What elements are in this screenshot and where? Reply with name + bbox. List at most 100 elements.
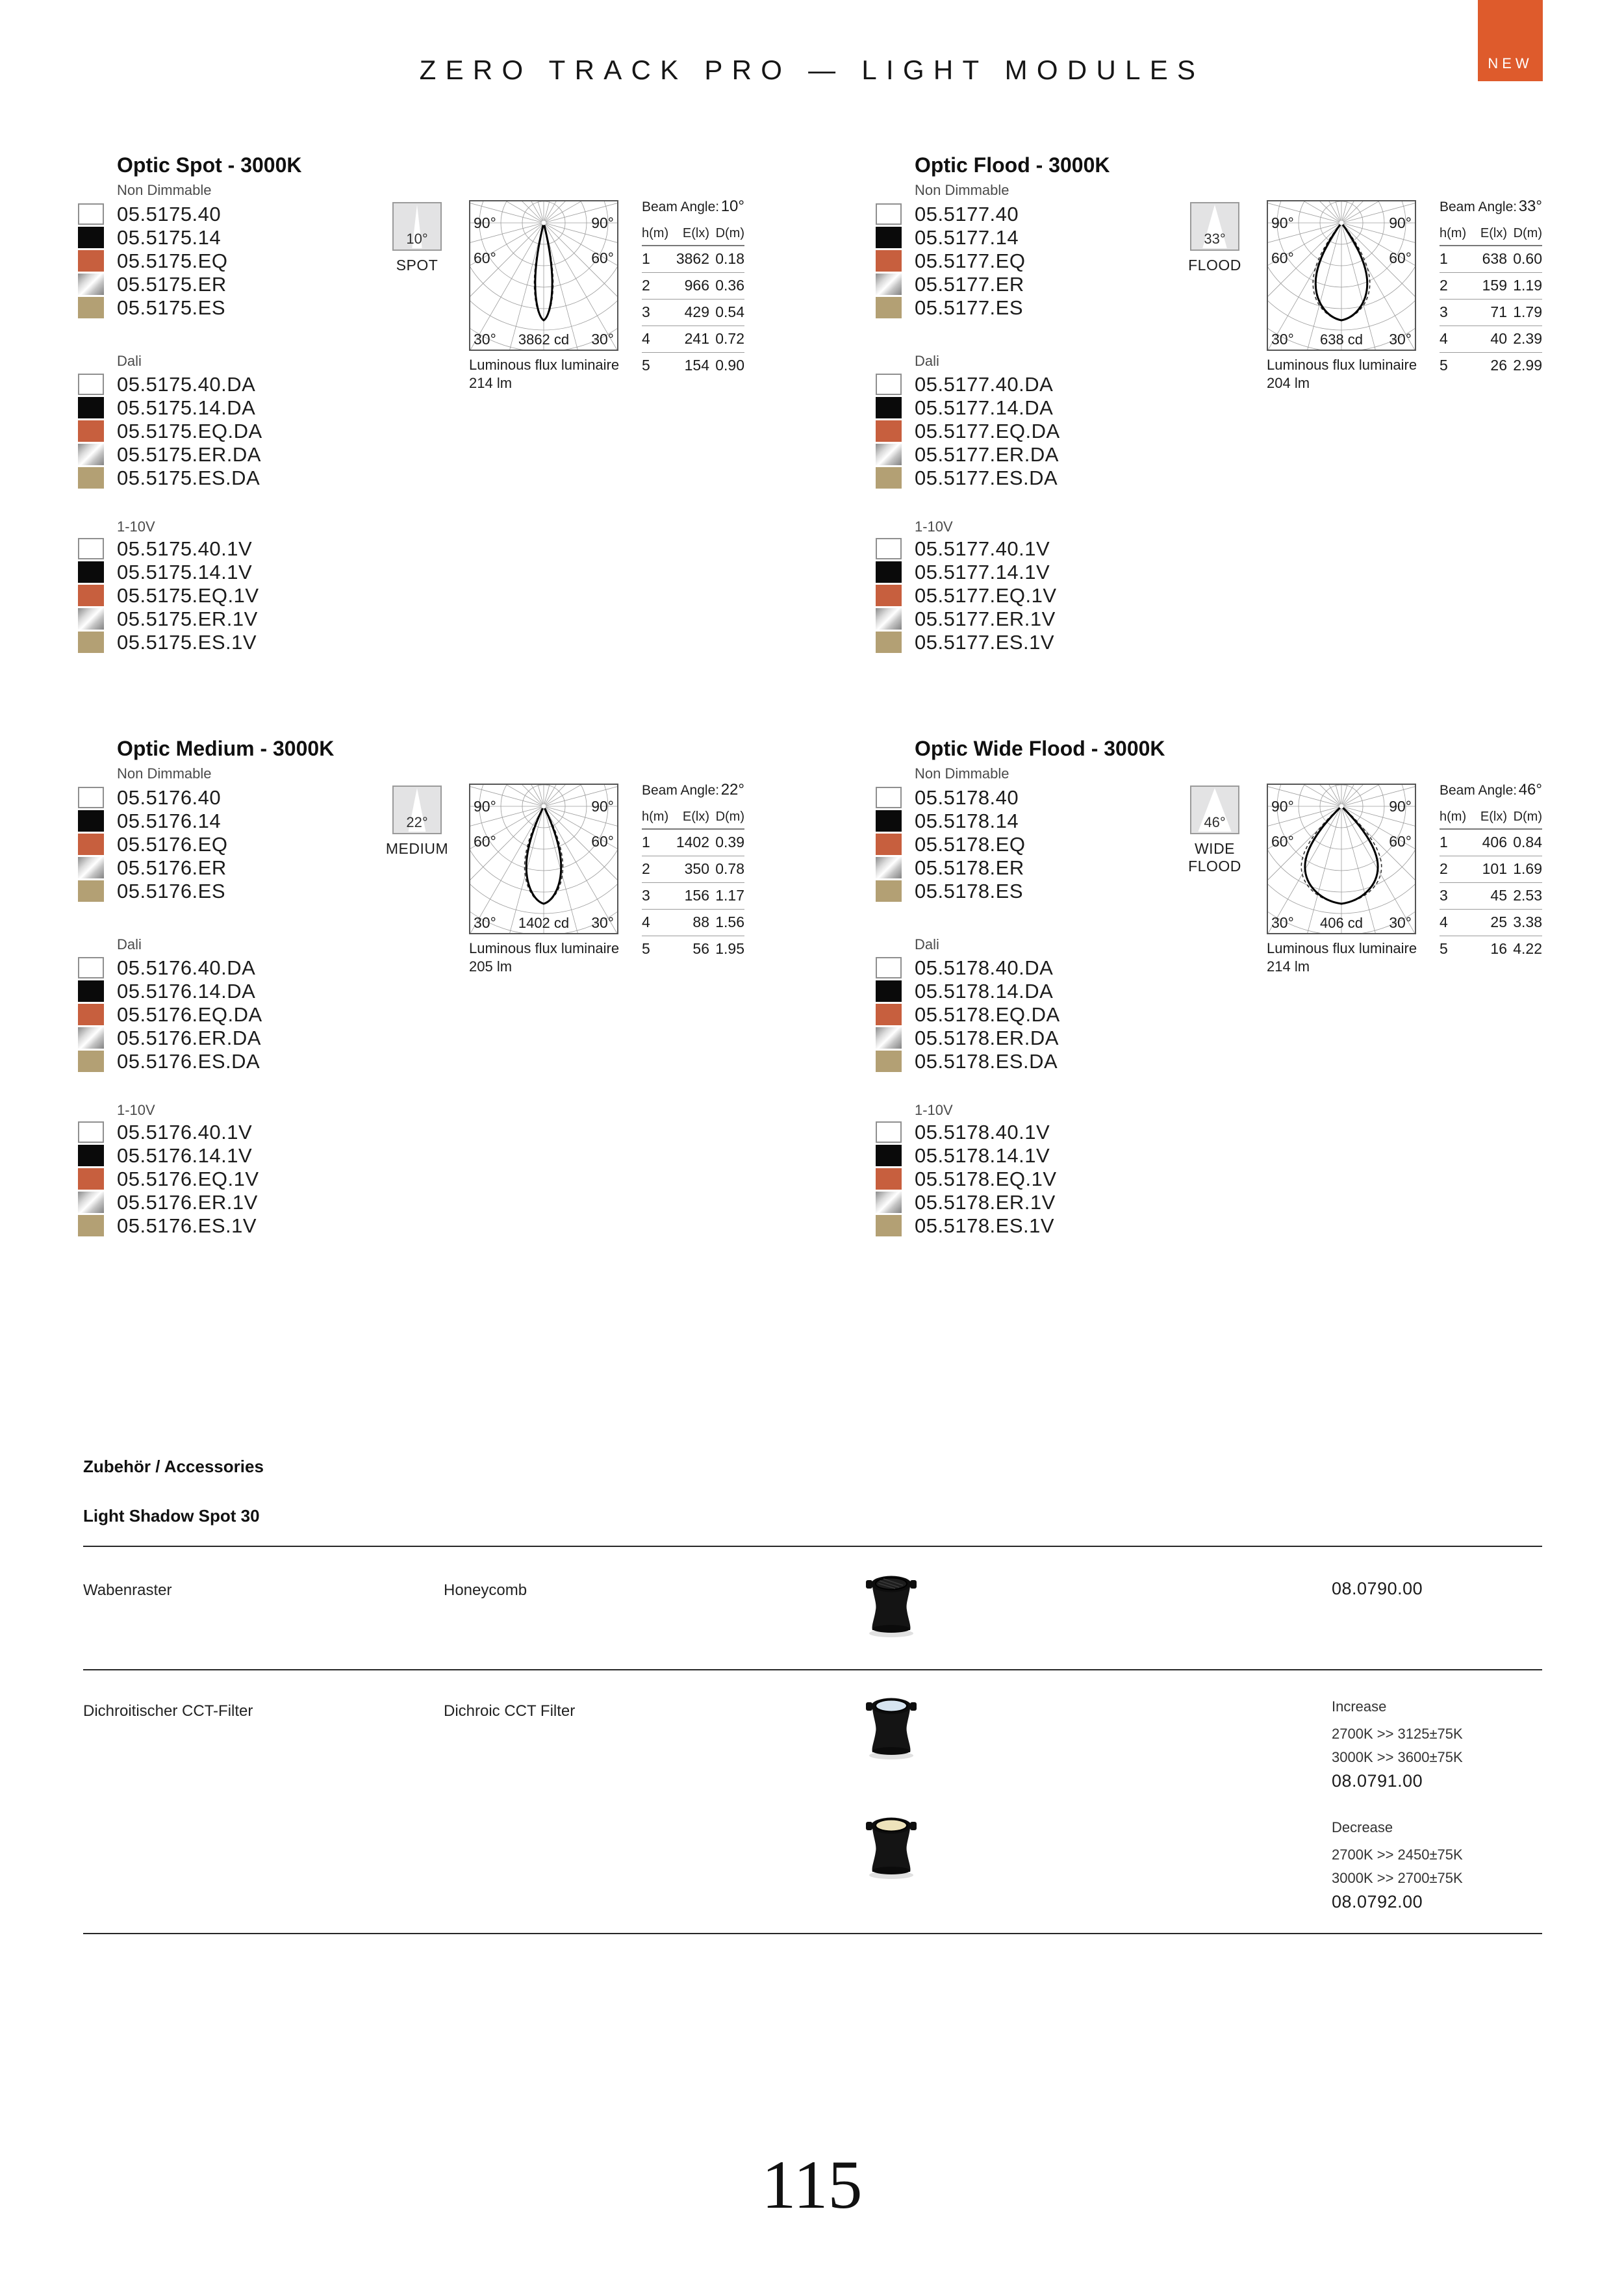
- table-row: 5 16 4.22: [1440, 936, 1542, 962]
- product-code-row: 05.5176.EQ.DA: [78, 1004, 262, 1025]
- product-code: 05.5178.40.1V: [915, 1121, 1050, 1143]
- beam-icon-label: SPOT: [396, 257, 438, 274]
- diagram-border: [469, 784, 618, 934]
- product-code-row: 05.5175.14: [78, 227, 221, 248]
- diagram-angle-label: 90°: [474, 214, 496, 231]
- table-cell: 3: [642, 303, 650, 320]
- table-cell: 0.18: [715, 250, 744, 267]
- beam-icon: 22° MEDIUM: [386, 786, 448, 857]
- table-cell: 1: [642, 834, 650, 850]
- product-code-row: 05.5177.ER.1V: [876, 608, 1056, 630]
- finish-swatch-white: [78, 1121, 104, 1143]
- product-code-row: 05.5177.EQ: [876, 250, 1025, 272]
- product-code: 05.5177.EQ: [915, 249, 1026, 272]
- product-code-row: 05.5177.ES: [876, 297, 1023, 318]
- beam-cone-icon: [1198, 788, 1232, 832]
- table-cell: 45: [1490, 887, 1507, 904]
- product-code: 05.5176.EQ: [117, 833, 228, 856]
- table-row: 4 40 2.39: [1440, 326, 1542, 353]
- product-code: 05.5177.14: [915, 226, 1019, 249]
- table-cell: 2.99: [1513, 357, 1542, 374]
- photo-base: [872, 1747, 910, 1755]
- table-header-row: h(m) E(lx) D(m): [1440, 226, 1542, 246]
- product-code: 05.5178.ER.1V: [915, 1191, 1056, 1214]
- product-code-row: 05.5177.ES.1V: [876, 632, 1054, 653]
- product-code: 05.5176.40.DA: [117, 956, 256, 979]
- beam-angle-value: 22°: [720, 781, 744, 798]
- table-row: 3 156 1.17: [642, 883, 744, 910]
- product-code: 05.5176.14: [117, 810, 222, 832]
- page-number: 115: [761, 2147, 863, 2223]
- accessory-photo-cct-decrease: [861, 1813, 921, 1884]
- section-title: Optic Medium - 3000K: [117, 737, 335, 760]
- finish-swatch-white: [876, 957, 902, 978]
- product-code-row: 05.5177.EQ.1V: [876, 585, 1057, 606]
- product-code-row: 05.5178.ES.DA: [876, 1051, 1058, 1072]
- diagram-angle-label: 90°: [1271, 214, 1294, 231]
- cct-line: 3000K >> 3600±75K: [1332, 1749, 1463, 1765]
- finish-swatch-orange: [876, 1168, 902, 1190]
- dim-group-label: 1-10V: [915, 518, 953, 535]
- diagram-border: [1267, 200, 1416, 351]
- beam-angle-label: Beam Angle:: [1440, 783, 1517, 798]
- product-code-row: 05.5175.40.1V: [78, 538, 252, 559]
- finish-swatch-chrome: [78, 274, 104, 295]
- product-code: 05.5178.14.1V: [915, 1144, 1050, 1167]
- product-code-row: 05.5177.14: [876, 227, 1019, 248]
- table-cell: 1402: [676, 834, 709, 850]
- finish-swatch-chrome: [876, 608, 902, 630]
- product-code-row: 05.5176.14: [78, 810, 221, 832]
- finish-swatch-white: [876, 203, 902, 225]
- table-cell: 2: [1440, 860, 1448, 877]
- dim-group-label: 1-10V: [117, 1102, 155, 1118]
- finish-swatch-gold: [876, 467, 902, 489]
- finish-swatch-black: [876, 810, 902, 832]
- diagram-angle-label: 60°: [591, 833, 614, 850]
- photo-lens: [875, 1577, 907, 1591]
- table-header-row: h(m) E(lx) D(m): [642, 810, 744, 830]
- product-code-row: 05.5178.14.DA: [876, 980, 1053, 1002]
- table-row: 3 45 2.53: [1440, 883, 1542, 910]
- finish-swatch-chrome: [876, 274, 902, 295]
- product-section: Optic Wide Flood - 3000K Non Dimmable 05.5…: [876, 737, 1548, 1250]
- product-code-row: 05.5175.14.DA: [78, 397, 255, 418]
- beam-icon-angle: 22°: [406, 814, 428, 830]
- finish-swatch-chrome: [78, 1027, 104, 1049]
- accessories-subtitle: Light Shadow Spot 30: [83, 1506, 260, 1526]
- table-cell: 56: [692, 940, 709, 957]
- product-code: 05.5175.ER.DA: [117, 443, 261, 466]
- photo-tab: [866, 1580, 872, 1589]
- table-cell: 5: [1440, 940, 1448, 957]
- beam-icon-box: 22°: [392, 786, 442, 834]
- product-code: 05.5178.40.DA: [915, 956, 1054, 979]
- product-section: Optic Flood - 3000K Non Dimmable 05.5177.4…: [876, 153, 1548, 667]
- product-code-row: 05.5176.ES.1V: [78, 1215, 257, 1236]
- table-cell: 1.79: [1513, 303, 1542, 320]
- table-row: 4 241 0.72: [642, 326, 744, 353]
- product-code: 05.5177.ER.1V: [915, 607, 1056, 630]
- table-cell: 4: [1440, 913, 1448, 930]
- table-row: 3 429 0.54: [642, 300, 744, 326]
- finish-swatch-gold: [78, 880, 104, 902]
- dim-group-label: Non Dimmable: [117, 182, 212, 198]
- photo-tab: [866, 1822, 872, 1830]
- product-code: 05.5178.ES: [915, 880, 1024, 902]
- product-code-row: 05.5175.14.1V: [78, 561, 252, 583]
- flux-label: Luminous flux luminaire: [469, 357, 620, 373]
- finish-swatch-black: [876, 561, 902, 583]
- beam-angle-row: Beam Angle: 46°: [1440, 781, 1542, 799]
- divider: [83, 1546, 1542, 1547]
- product-code-row: 05.5175.ER.DA: [78, 444, 261, 465]
- product-code-row: 05.5178.40.1V: [876, 1121, 1050, 1143]
- photometry-table: Beam Angle: 22° h(m) E(lx) D(m) 1 1402 0.39 2 350…: [642, 781, 744, 962]
- table-row: 2 101 1.69: [1440, 856, 1542, 883]
- table-cell: 5: [642, 940, 650, 957]
- table-cell: 350: [684, 860, 709, 877]
- product-code: 05.5175.40.1V: [117, 537, 253, 560]
- cct-variant-label: Decrease: [1332, 1819, 1393, 1835]
- finish-swatch-black: [876, 227, 902, 248]
- table-cell: 0.78: [715, 860, 744, 877]
- finish-swatch-gold: [78, 1051, 104, 1072]
- product-code-row: 05.5178.ER.DA: [876, 1027, 1059, 1049]
- product-code: 05.5177.ES.DA: [915, 466, 1058, 489]
